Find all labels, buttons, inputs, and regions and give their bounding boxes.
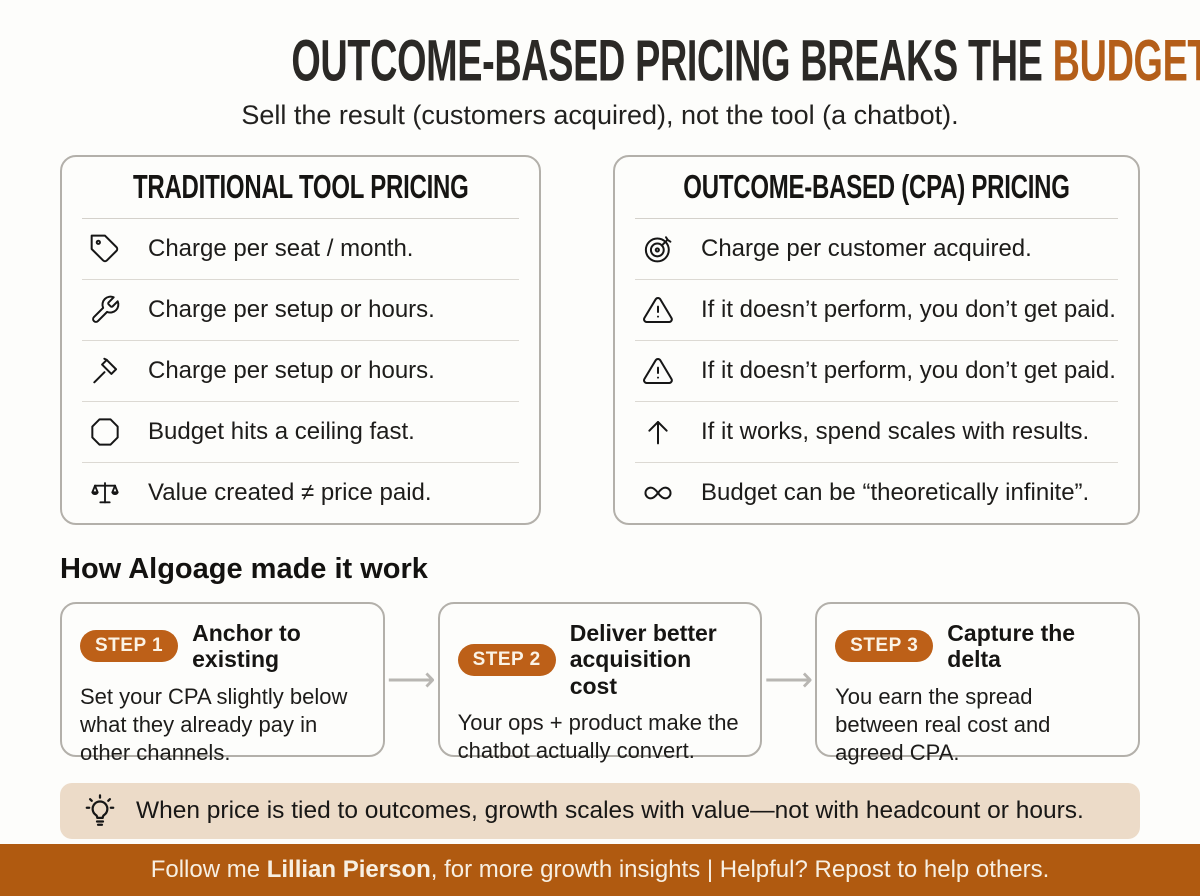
card-rows: Charge per seat / month. Charge per setu… <box>82 219 519 523</box>
insight-callout: When price is tied to outcomes, growth s… <box>60 783 1140 839</box>
step-card-2: STEP 2 Deliver better acquisition cost Y… <box>437 602 763 763</box>
pricing-row: Budget can be “theoretically infinite”. <box>635 463 1118 523</box>
pricing-row: Charge per setup or hours. <box>82 341 519 402</box>
header: OUTCOME-BASED PRICING BREAKS THE BUDGET … <box>60 0 1200 131</box>
row-text: If it doesn’t perform, you don’t get pai… <box>700 296 1116 323</box>
card-title: TRADITIONAL TOOL PRICING <box>132 168 469 206</box>
page-title: OUTCOME-BASED PRICING BREAKS THE BUDGET … <box>60 32 1200 90</box>
page-subtitle: Sell the result (customers acquired), no… <box>241 100 959 130</box>
right-arrow-icon: ⟶ <box>764 660 814 699</box>
up-arrow-icon <box>641 415 675 449</box>
footer-text: Follow me Lillian Pierson, for more grow… <box>151 856 1050 884</box>
card-header: OUTCOME-BASED (CPA) PRICING <box>634 157 1118 219</box>
pricing-cards: TRADITIONAL TOOL PRICING Charge per seat… <box>60 155 1140 525</box>
warning-icon <box>641 293 675 327</box>
step-title: Anchor to existing <box>192 620 301 673</box>
lightbulb-icon <box>82 793 118 829</box>
card-title: OUTCOME-BASED (CPA) PRICING <box>683 168 1070 206</box>
section-heading: How Algoage made it work <box>60 553 428 585</box>
wrench-icon <box>88 293 122 327</box>
pricing-row: If it doesn’t perform, you don’t get pai… <box>634 341 1118 402</box>
step-head: STEP 1 Anchor to existing <box>80 620 365 673</box>
step-body: Set your CPA slightly below what they al… <box>80 683 348 765</box>
row-text: Charge per setup or hours. <box>148 296 435 323</box>
hammer-icon <box>88 354 122 388</box>
pricing-row: Value created ≠ price paid. <box>82 463 519 523</box>
outcome-pricing-card: OUTCOME-BASED (CPA) PRICING Charge per c… <box>612 155 1140 525</box>
step-head: STEP 2 Deliver better acquisition cost <box>457 620 743 699</box>
step-badge: STEP 2 <box>457 643 556 676</box>
tag-icon <box>88 232 122 266</box>
step-body: Your ops + product make the chatbot actu… <box>457 710 739 764</box>
step-badge: STEP 1 <box>80 630 179 663</box>
right-arrow-icon: ⟶ <box>386 660 436 699</box>
steps-row: STEP 1 Anchor to existing Set your CPA s… <box>60 602 1140 765</box>
step-card-1: STEP 1 Anchor to existing Set your CPA s… <box>60 602 385 765</box>
scale-icon <box>88 476 122 510</box>
row-text: Budget can be “theoretically infinite”. <box>700 479 1090 506</box>
step-title: Deliver better acquisition cost <box>569 620 717 699</box>
target-icon <box>641 232 675 266</box>
pricing-row: Budget hits a ceiling fast. <box>82 402 519 463</box>
page-title-accent: BUDGET CEILING <box>1052 28 1200 94</box>
page-title-dark: OUTCOME-BASED PRICING BREAKS THE <box>291 28 1053 94</box>
step-card-3: STEP 3 Capture the delta You earn the sp… <box>815 602 1140 765</box>
row-text: Budget hits a ceiling fast. <box>148 418 415 445</box>
card-header: TRADITIONAL TOOL PRICING <box>82 157 519 219</box>
step-body: You earn the spread between real cost an… <box>835 683 1051 765</box>
pricing-row: If it doesn’t perform, you don’t get pai… <box>634 280 1118 341</box>
row-text: If it works, spend scales with results. <box>700 418 1090 445</box>
footer-suffix: , for more growth insights | Helpful? Re… <box>430 856 1050 883</box>
row-text: If it doesn’t perform, you don’t get pai… <box>700 357 1116 384</box>
footer-bar: Follow me Lillian Pierson, for more grow… <box>0 844 1200 896</box>
infinity-icon <box>641 476 675 510</box>
step-title: Capture the delta <box>947 620 1076 673</box>
row-text: Value created ≠ price paid. <box>148 479 432 506</box>
traditional-pricing-card: TRADITIONAL TOOL PRICING Charge per seat… <box>60 155 541 525</box>
footer-author-name: Lillian Pierson <box>266 856 431 883</box>
infographic: OUTCOME-BASED PRICING BREAKS THE BUDGET … <box>60 0 1200 839</box>
step-head: STEP 3 Capture the delta <box>835 620 1120 673</box>
pricing-row: Charge per customer acquired. <box>634 219 1118 280</box>
row-text: Charge per seat / month. <box>148 235 414 262</box>
octagon-icon <box>88 415 122 449</box>
row-text: Charge per customer acquired. <box>700 235 1032 262</box>
step-badge: STEP 3 <box>835 630 934 663</box>
footer-prefix: Follow me <box>150 856 267 883</box>
callout-text: When price is tied to outcomes, growth s… <box>136 797 1084 824</box>
row-text: Charge per setup or hours. <box>148 357 435 384</box>
card-rows: Charge per customer acquired. If it does… <box>634 219 1118 523</box>
pricing-row: If it works, spend scales with results. <box>634 402 1118 463</box>
pricing-row: Charge per setup or hours. <box>82 280 519 341</box>
pricing-row: Charge per seat / month. <box>82 219 519 280</box>
warning-icon <box>641 354 675 388</box>
